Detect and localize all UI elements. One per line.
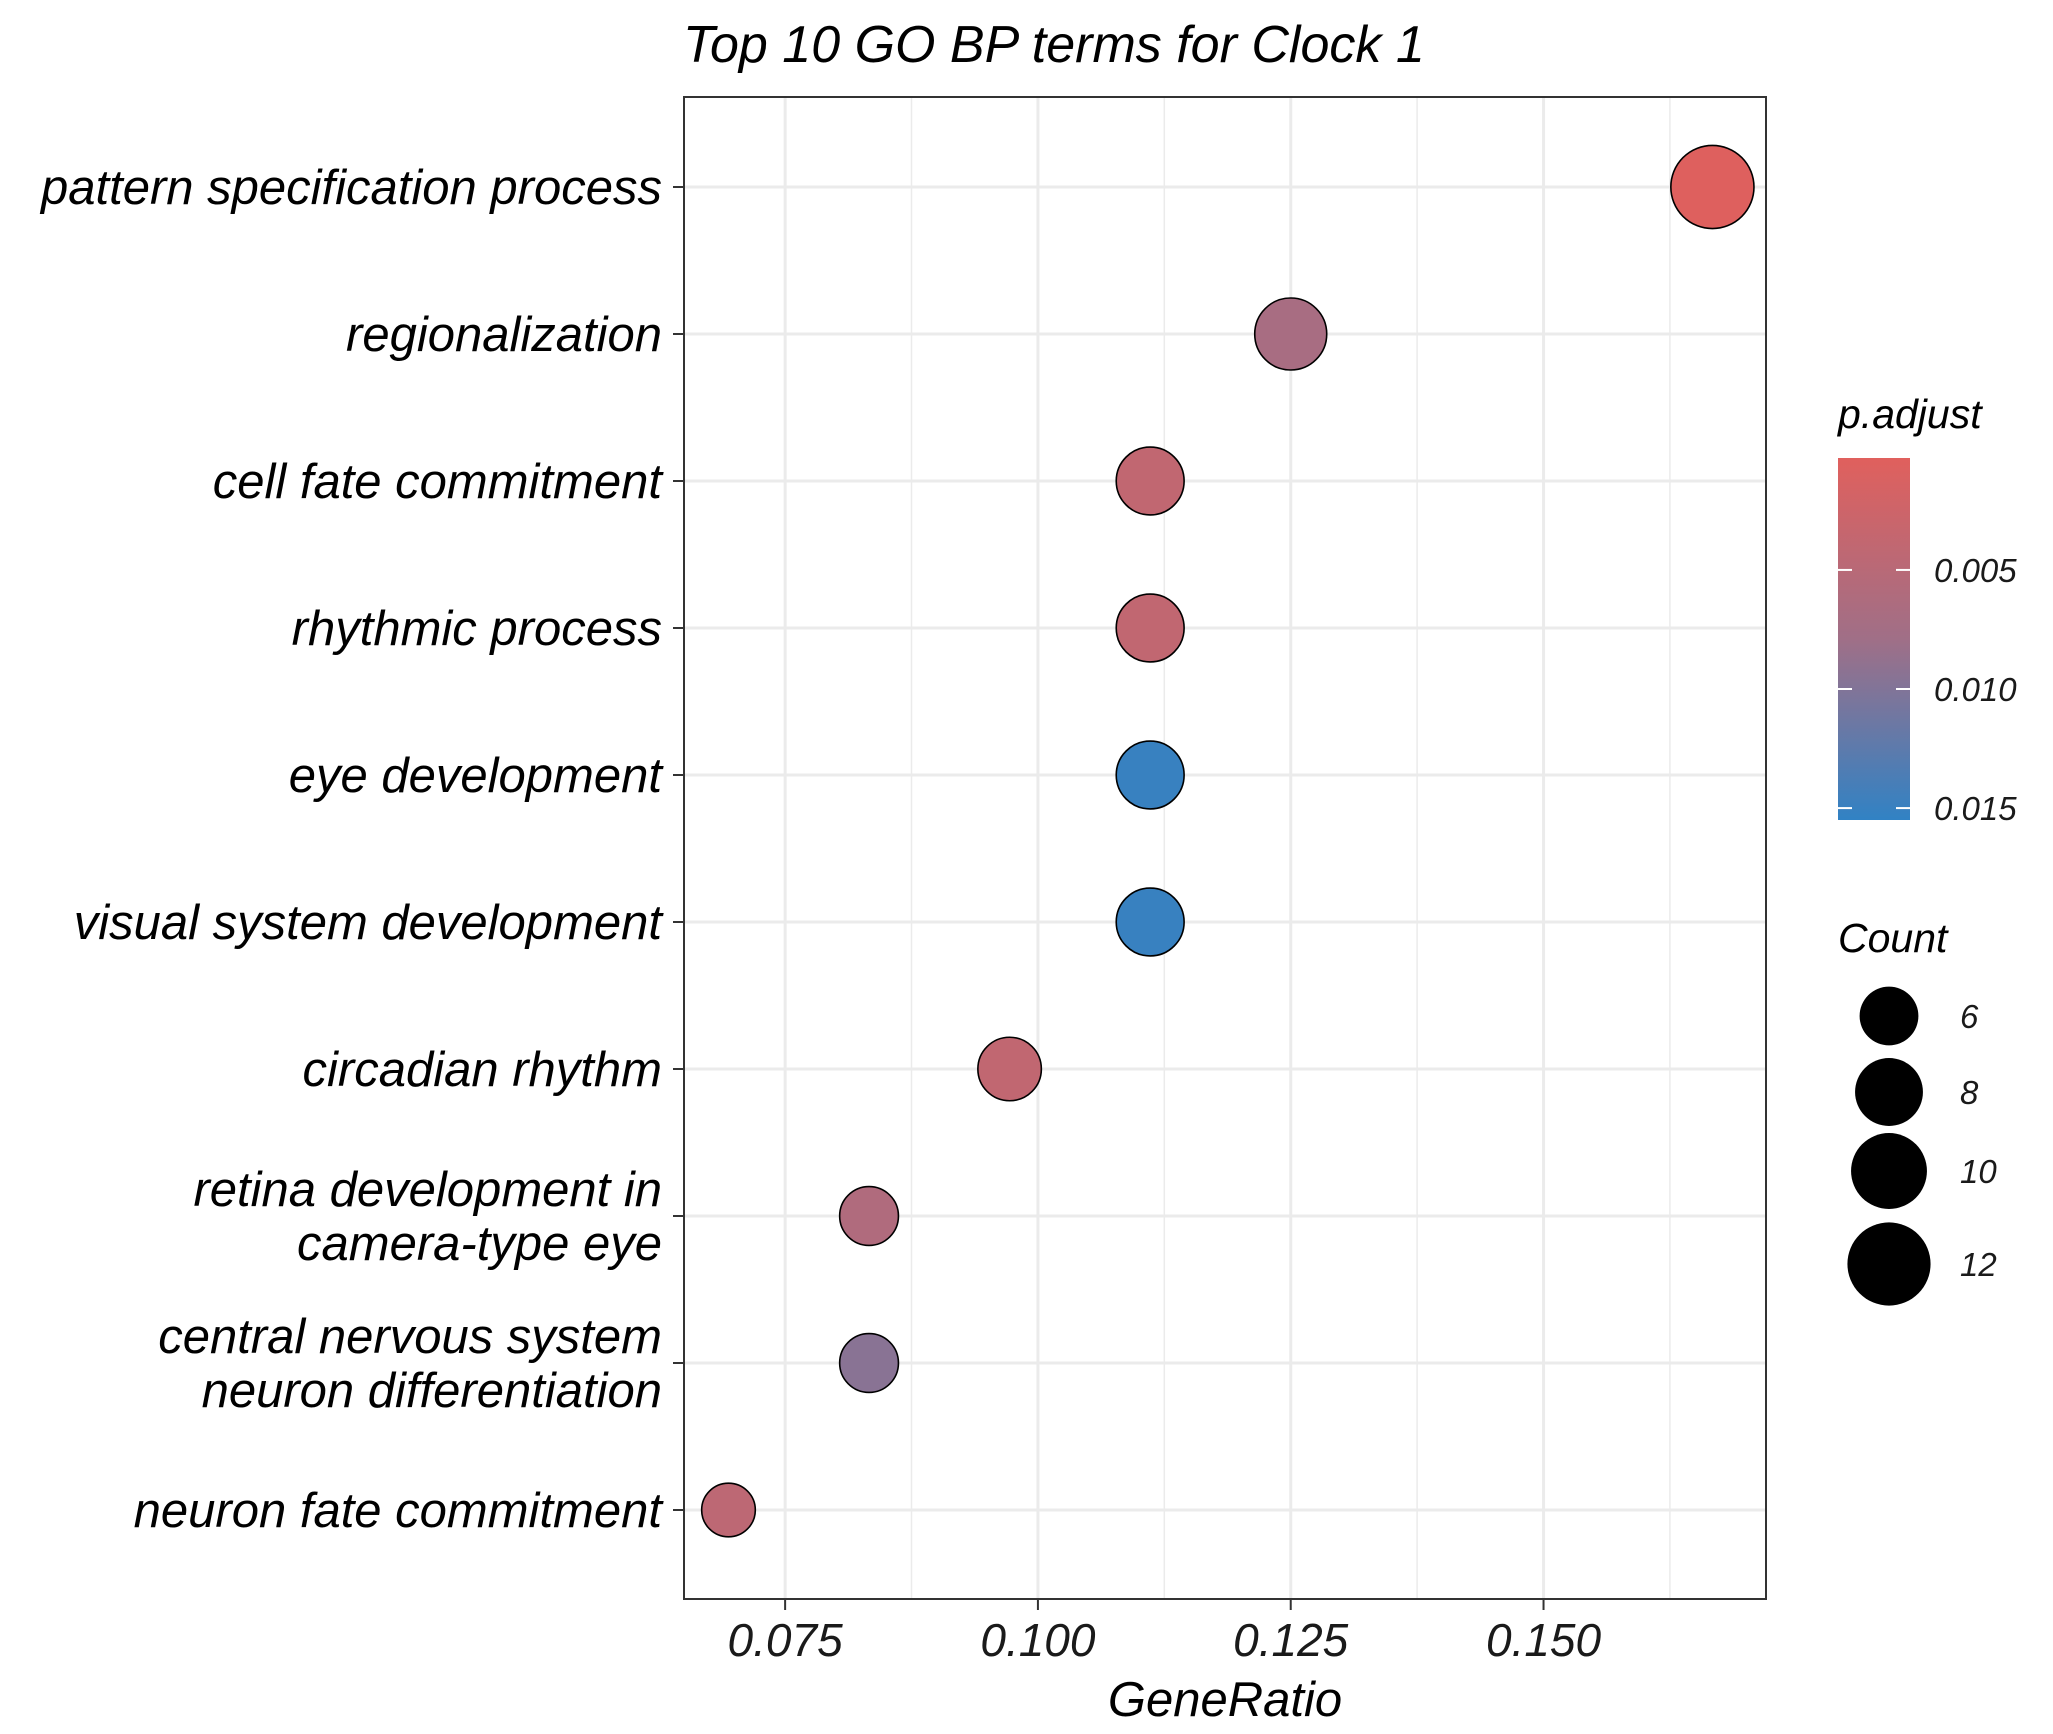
y-axis-ticks [673, 186, 684, 1511]
y-category-label: visual system development [74, 896, 665, 950]
y-category-label: neuron differentiation [202, 1364, 662, 1418]
y-category-label: pattern specification process [39, 161, 662, 215]
x-tick-label: 0.075 [728, 1614, 844, 1666]
y-category-label: neuron fate commitment [134, 1484, 665, 1538]
y-category-label: cell fate commitment [213, 455, 665, 509]
color-legend-tick-label: 0.015 [1934, 790, 2017, 827]
plot-panel-border [683, 96, 1767, 1600]
data-point [838, 1185, 900, 1247]
x-axis-ticks: 0.075 0.100 0.125 0.150 [728, 1599, 1602, 1666]
data-point [1115, 446, 1185, 516]
color-legend-tick-label: 0.005 [1934, 552, 2017, 589]
size-legend-label: 8 [1960, 1074, 1979, 1111]
data-points [700, 144, 1755, 1538]
size-legend-label: 10 [1960, 1153, 1997, 1190]
y-category-label: eye development [289, 749, 665, 803]
color-legend-title: p.adjust [1836, 391, 1983, 437]
data-point [1670, 144, 1755, 230]
data-point [1115, 887, 1185, 957]
size-legend-key [1855, 1058, 1923, 1126]
size-legend-key [1859, 986, 1919, 1046]
y-category-label: circadian rhythm [303, 1043, 662, 1097]
x-axis-label: GeneRatio [1108, 1673, 1342, 1727]
data-point [1115, 740, 1185, 810]
data-point [1253, 297, 1328, 371]
y-axis-labels: pattern specification process regionaliza… [39, 161, 664, 1538]
x-tick-label: 0.100 [980, 1614, 1096, 1666]
data-point [700, 1482, 757, 1538]
data-point [1115, 593, 1185, 663]
chart-title: Top 10 GO BP terms for Clock 1 [683, 16, 1425, 74]
data-point [977, 1036, 1043, 1102]
x-tick-label: 0.150 [1486, 1614, 1602, 1666]
grid-lines [684, 97, 1766, 1599]
size-legend-title: Count [1838, 915, 1949, 961]
y-category-label: rhythmic process [292, 602, 662, 656]
color-legend-bar [1838, 458, 1910, 820]
size-legend-label: 6 [1960, 998, 1979, 1035]
x-tick-label: 0.125 [1233, 1614, 1349, 1666]
color-legend-tick-label: 0.010 [1934, 671, 2017, 708]
y-category-label: retina development in [193, 1163, 662, 1217]
size-legend-key [1847, 1222, 1931, 1306]
size-legend-keys: 6 8 10 12 [1847, 986, 1997, 1306]
color-legend-ticks: 0.005 0.010 0.015 [1838, 552, 2017, 827]
y-category-label: central nervous system [158, 1310, 662, 1364]
size-legend-key [1851, 1133, 1927, 1209]
y-category-label: camera-type eye [297, 1217, 662, 1271]
data-point [838, 1332, 900, 1394]
y-category-label: regionalization [346, 308, 662, 362]
size-legend-label: 12 [1960, 1246, 1997, 1283]
